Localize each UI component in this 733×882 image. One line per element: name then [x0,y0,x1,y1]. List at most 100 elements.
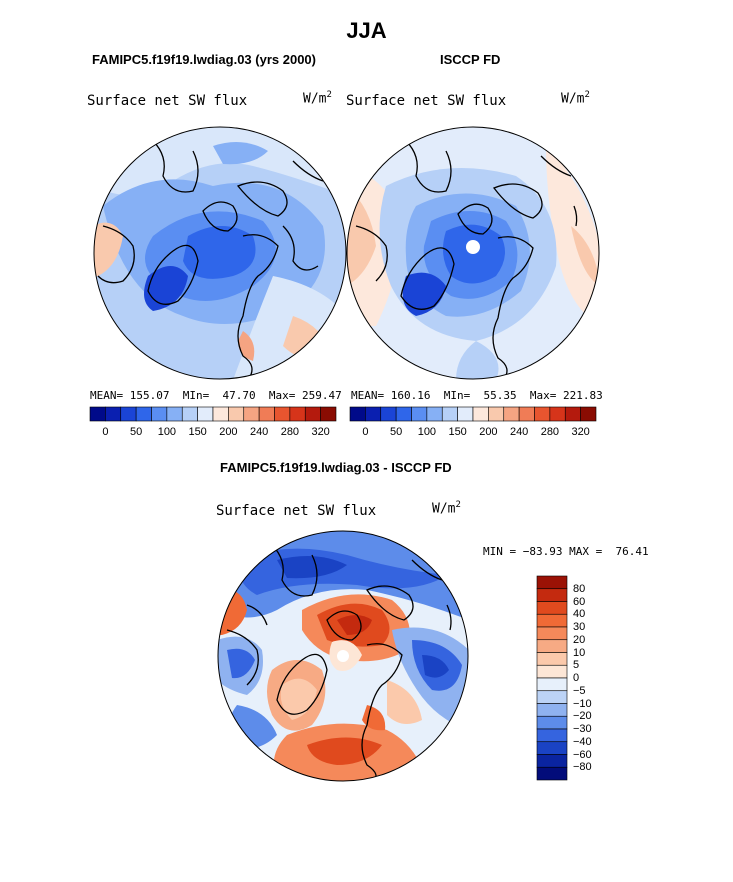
diff-polar-map [217,530,469,782]
right-colorbar-swatch [411,406,428,422]
diff-colorbar-tick-label: −30 [573,723,592,735]
diff-colorbar-swatch [536,601,568,615]
diff-colorbar-swatch [536,664,568,679]
right-colorbar-swatch [488,406,505,422]
left-stats: MEAN= 155.07 MIn= 47.70 Max= 259.47 [90,389,342,402]
diff-colorbar-swatch [536,639,568,653]
right-colorbar-swatch [395,406,412,422]
diff-colorbar-tick-label: 10 [573,646,586,659]
left-colorbar-swatch [151,406,168,422]
left-colorbar-tick-label: 240 [249,426,269,438]
diff-colorbar-tick-label: −60 [573,748,592,761]
diff-colorbar-tick-label: −80 [573,761,592,774]
right-colorbar-swatch [472,406,489,422]
figure-title: JJA [346,18,387,43]
right-colorbar-swatch [534,406,551,422]
diff-colorbar-tick-label: −10 [573,697,592,710]
left-colorbar-swatch [197,406,214,422]
diff-units: W/m2 [432,500,461,517]
diff-colorbar-swatch [536,677,568,692]
right-colorbar-tick-label: 0 [362,426,369,438]
left-colorbar-tick-label: 150 [188,426,207,438]
left-colorbar-tick-label: 0 [102,426,109,438]
diff-colorbar-tick-label: 60 [573,595,586,608]
left-colorbar-swatch [135,406,152,422]
diff-colorbar-tick-label: −20 [573,710,592,723]
diff-colorbar-tick-label: 40 [573,608,586,621]
diff-colorbar-tick-label: −40 [573,735,592,748]
diff-colorbar-tick-label: 80 [573,582,586,595]
left-colorbar-swatch [120,406,137,422]
diff-colorbar-tick-label: 30 [573,621,586,633]
right-colorbar-ticks: 0 50 100 150 200 240 280 320 [350,426,596,440]
right-polar-map [346,126,600,380]
right-colorbar-swatch [580,406,597,422]
diff-colorbar-swatch [536,703,568,717]
right-panel-title: ISCCP FD [440,52,501,67]
right-colorbar-tick-label: 150 [448,426,467,438]
diff-colorbar-swatch [536,613,568,628]
left-colorbar-swatch [258,406,275,422]
left-colorbar-swatch [228,406,245,422]
left-colorbar-swatch [320,406,337,422]
left-units: W/m2 [303,90,332,107]
right-colorbar-swatch [365,406,382,422]
left-colorbar-tick-label: 200 [219,426,238,438]
diff-panel-title: FAMIPC5.f19f19.lwdiag.03 - ISCCP FD [220,460,452,475]
right-colorbar-tick-label: 280 [540,426,560,438]
right-colorbar-swatch [457,406,474,422]
right-colorbar-swatch [441,406,458,422]
right-colorbar-tick-label: 200 [479,426,498,438]
right-colorbar-tick-label: 100 [417,426,437,438]
left-colorbar-tick-label: 280 [280,426,300,438]
left-colorbar-swatch [274,406,291,422]
diff-colorbar-swatch [536,728,568,743]
right-units: W/m2 [561,90,590,107]
right-colorbar-swatch [349,406,366,422]
diff-colorbar-swatch [536,754,568,768]
diff-colorbar [536,575,568,781]
right-colorbar-swatch [549,406,566,422]
left-panel-title: FAMIPC5.f19f19.lwdiag.03 (yrs 2000) [92,52,316,67]
left-colorbar-tick-label: 320 [311,426,330,438]
right-colorbar-swatch [518,406,535,422]
diff-colorbar-swatch [536,652,568,666]
diff-colorbar-tick-label: −5 [573,684,586,697]
right-stats: MEAN= 160.16 MIn= 55.35 Max= 221.83 [351,389,603,402]
left-colorbar-tick-label: 50 [130,426,143,438]
right-colorbar-swatch [564,406,581,422]
left-colorbar-swatch [304,406,321,422]
right-colorbar-tick-label: 320 [571,426,590,438]
left-map-label: Surface net SW flux [87,93,248,109]
left-colorbar-ticks: 0 50 100 150 200 240 280 320 [90,426,336,440]
diff-colorbar-swatch [536,715,568,730]
left-polar-map [93,126,347,380]
diff-colorbar-swatch [536,626,568,641]
diff-colorbar-swatch [536,741,568,755]
diff-minmax: MIN = −83.93 MAX = 76.41 [483,545,649,558]
right-colorbar-swatch [503,406,520,422]
right-colorbar-tick-label: 50 [390,426,403,438]
diff-colorbar-swatch [536,588,568,602]
right-colorbar-swatch [380,406,397,422]
diff-colorbar-tick-label: 0 [573,672,580,684]
left-colorbar-swatch [181,406,198,422]
left-colorbar-swatch [89,406,106,422]
diff-map-label: Surface net SW flux [216,503,377,519]
left-colorbar-swatch [243,406,260,422]
right-colorbar [349,406,597,422]
diff-colorbar-tick-label: 5 [573,659,580,672]
left-colorbar-swatch [289,406,306,422]
left-colorbar-tick-label: 100 [157,426,177,438]
left-colorbar-swatch [105,406,122,422]
diff-colorbar-swatch [536,766,568,781]
left-colorbar-swatch [166,406,183,422]
right-colorbar-swatch [426,406,443,422]
diff-colorbar-tick-label: 20 [573,633,586,646]
right-colorbar-tick-label: 240 [509,426,529,438]
right-map-label: Surface net SW flux [346,93,507,109]
left-colorbar-swatch [212,406,229,422]
diff-colorbar-swatch [536,575,568,590]
diff-colorbar-swatch [536,690,568,704]
diff-colorbar-ticks: 80 60 40 30 20 10 5 0 −5 −10 −20 −30 −40 −60 −80 [573,576,613,780]
